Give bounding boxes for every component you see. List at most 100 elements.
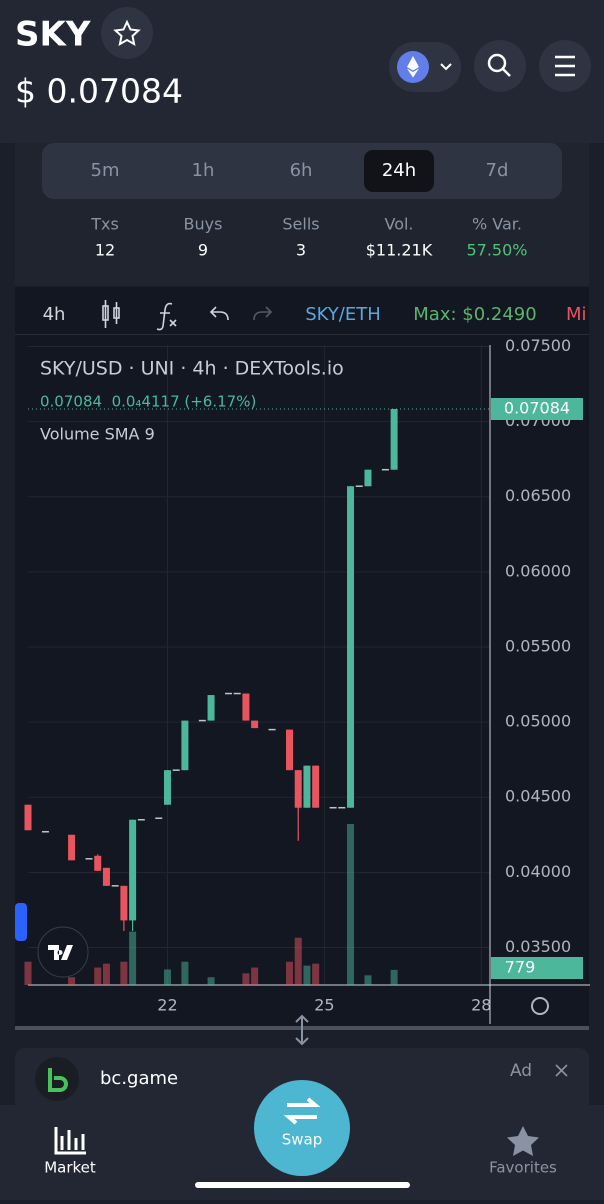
token-title: SKY <box>15 15 91 55</box>
stat-label: Sells <box>282 215 319 234</box>
candle-body <box>198 719 206 722</box>
ad-close[interactable] <box>555 1064 568 1077</box>
volume-bar <box>294 937 302 985</box>
candle-body <box>312 765 320 808</box>
search-icon <box>487 53 507 73</box>
y-tick-label: 0.06000 <box>505 561 571 580</box>
toolbar-icons <box>102 300 273 331</box>
stat-value: 3 <box>296 241 306 260</box>
tv-glyph <box>48 945 73 960</box>
candle-body <box>102 867 110 886</box>
candle-body <box>181 720 189 771</box>
volume-bar <box>181 961 189 985</box>
volume-bar <box>102 963 110 985</box>
nav-favorites[interactable]: Favorites <box>489 1159 557 1177</box>
ad-name: bc.game <box>100 1068 178 1089</box>
candle-body <box>355 485 363 487</box>
x-tick-label: 22 <box>157 996 177 1015</box>
favorite-button[interactable] <box>101 7 153 59</box>
volume-bar <box>303 965 311 985</box>
stat-label: Txs <box>90 215 119 234</box>
volume-bar <box>120 961 128 985</box>
timeframe-option[interactable]: 1h <box>192 160 215 181</box>
candle-body <box>85 858 93 860</box>
y-tick-label: 0.05500 <box>505 636 571 655</box>
market-icon <box>54 1127 86 1155</box>
candle-body <box>286 729 294 771</box>
y-tick-label: 0.04000 <box>505 862 571 881</box>
candle-body <box>347 486 355 808</box>
stat-label: % Var. <box>472 215 522 234</box>
candle-body <box>163 770 171 805</box>
indicator-label: Volume SMA 9 <box>40 425 155 444</box>
eth-glyph <box>407 56 419 78</box>
volume-bar <box>390 969 398 985</box>
volume-bar <box>163 969 171 985</box>
ad-label: Ad <box>510 1061 532 1081</box>
candle-body <box>111 885 119 887</box>
timeframe-option[interactable]: 7d <box>486 160 509 181</box>
interval-button[interactable]: 4h <box>43 304 66 325</box>
token-price: $ 0.07084 <box>15 72 183 111</box>
y-tick-label: 0.07500 <box>505 336 571 355</box>
candle-body <box>68 834 76 861</box>
volume-bar <box>286 961 294 985</box>
volume-bar <box>207 977 215 985</box>
timeframe-option[interactable]: 5m <box>91 160 120 181</box>
star-icon <box>113 19 141 46</box>
candle-body <box>390 409 398 470</box>
volume-bar <box>242 973 250 985</box>
candle-body <box>24 804 32 831</box>
max-price: Max: $0.2490 <box>413 304 536 325</box>
candle-body <box>207 695 215 721</box>
nav-swap[interactable]: Swap <box>282 1131 323 1149</box>
y-tick-label: 0.05000 <box>505 712 571 731</box>
last-price-tag <box>491 398 583 420</box>
resize-handle[interactable] <box>295 1014 309 1046</box>
candle-body <box>120 885 128 921</box>
last-volume-tag <box>491 957 583 979</box>
candle-body <box>329 806 337 809</box>
stat-label: Buys <box>184 215 223 234</box>
last-price-label: 0.07084 <box>504 399 570 418</box>
candle-body <box>172 769 180 771</box>
legend-values: 0.07084 0.0₄4117 (+6.17%) <box>40 393 256 411</box>
candle-body <box>381 468 389 471</box>
stats: Txs 12 Buys 9 Sells 3 Vol. $11.21K % Var. 57.50% <box>90 215 527 260</box>
candle-body <box>251 720 259 729</box>
volume-bar <box>251 967 259 985</box>
toolbar-divider <box>15 334 589 335</box>
legend-title: SKY/USD · UNI · 4h · DEXTools.io <box>40 358 344 380</box>
swap-button[interactable] <box>254 1080 350 1176</box>
candle-body <box>137 818 145 821</box>
volume-bar <box>129 931 137 985</box>
tv-logo <box>37 926 89 978</box>
search-icon-handle <box>502 68 511 77</box>
pair-toggle[interactable]: SKY/ETH <box>305 304 381 325</box>
timeframe-active <box>364 150 434 192</box>
candle-body <box>41 831 49 833</box>
volume-bar <box>312 963 320 985</box>
timeframe-option[interactable]: 6h <box>290 160 313 181</box>
timeframes: 5m 1h 6h 24h 7d <box>91 150 509 192</box>
x-tick-label: 28 <box>471 996 491 1015</box>
chevron <box>440 63 452 71</box>
side-toggle[interactable] <box>15 903 27 941</box>
menu-icon <box>555 55 575 77</box>
stat-value: 57.50% <box>466 241 527 260</box>
timeframe-option[interactable]: 24h <box>382 160 416 181</box>
search-button[interactable] <box>474 40 526 92</box>
last-volume-label: 779 <box>505 958 536 977</box>
settings-icon[interactable] <box>531 997 549 1015</box>
candle-body <box>224 692 232 695</box>
candle-body <box>294 770 302 808</box>
candle-body <box>94 855 102 871</box>
candle-body <box>338 806 346 809</box>
stat-label: Vol. <box>384 215 413 234</box>
stat-value: 9 <box>198 241 208 260</box>
y-tick-label: 0.03500 <box>505 937 571 956</box>
nav-market[interactable]: Market <box>44 1159 96 1177</box>
candle-body <box>155 817 163 819</box>
volume-bar <box>24 961 32 985</box>
